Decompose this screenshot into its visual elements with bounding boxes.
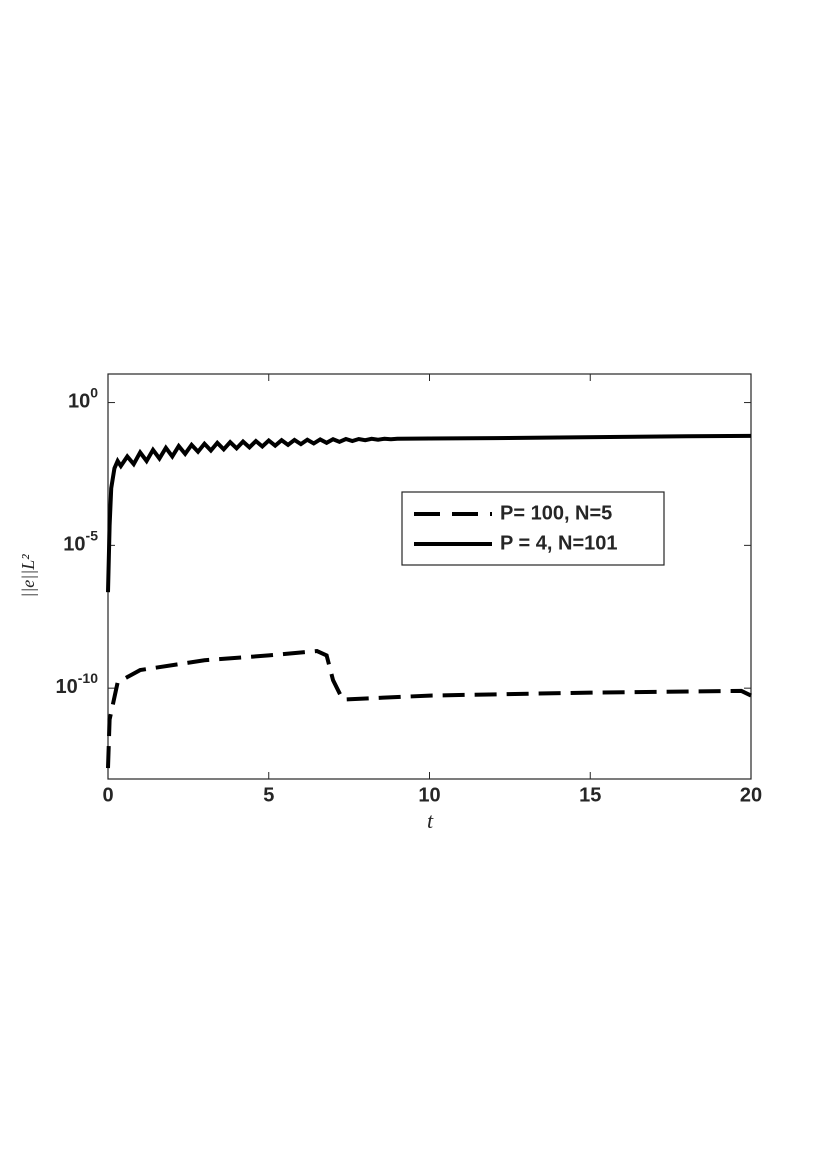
y-axis-label: ||e||L² <box>18 554 38 598</box>
y-tick-label: 100 <box>68 384 98 413</box>
legend-label: P = 4, N=101 <box>500 532 618 554</box>
x-axis-label: t <box>427 808 434 833</box>
x-tick-label: 15 <box>579 784 601 806</box>
series-line <box>106 648 752 769</box>
y-tick-label: 10-5 <box>63 527 98 556</box>
x-tick-label: 5 <box>263 784 274 806</box>
legend-box <box>401 491 665 566</box>
x-tick-label: 10 <box>418 784 440 806</box>
x-tick-label: 0 <box>102 784 113 806</box>
series-line <box>106 433 752 593</box>
y-tick-label: 10-10 <box>56 670 99 699</box>
x-tick-label: 20 <box>740 784 762 806</box>
legend-label: P= 100, N=5 <box>500 502 612 524</box>
